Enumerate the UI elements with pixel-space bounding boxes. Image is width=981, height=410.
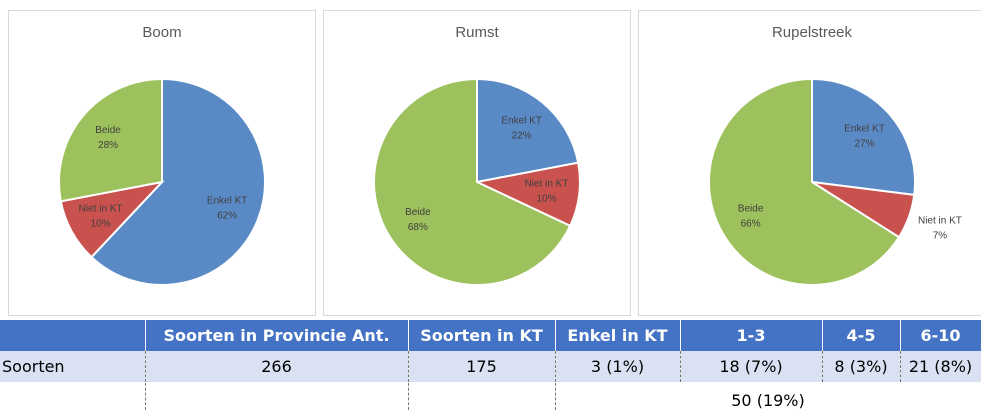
cell: 175 [408,351,556,383]
slice-value-label: 7% [933,231,948,242]
slice-label: Enkel KT [207,195,248,206]
slice-label: Enkel KT [501,116,542,127]
slice-label: Niet in KT [525,178,569,189]
header-cell: Soorten in KT [408,320,556,351]
cell [408,382,556,410]
chart-title: Rupelstreek [772,24,853,41]
pie-slice [90,77,266,286]
cell [0,382,146,410]
chart-title: Boom [142,24,181,41]
slice-value-label: 28% [98,140,118,151]
cell: 3 (1%) [555,351,681,383]
pie-slice [373,77,572,286]
slice-value-label: 27% [855,138,875,149]
slice-label: Beide [738,203,764,214]
slice-value-label: 10% [91,218,111,229]
slice-label: Niet in KT [918,216,962,227]
slice-label: Enkel KT [844,123,885,134]
cell: Soorten [0,351,146,383]
pie-slice [708,77,901,286]
cell: 266 [145,351,409,383]
slice-label: Niet in KT [79,203,123,214]
cell: 8 (3%) [822,351,901,383]
header-cell: Enkel in KT [555,320,681,351]
header-cell: Soorten in Provincie Ant. [145,320,409,351]
slice-value-label: 10% [536,193,556,204]
total-row: 50 (19%) [0,382,981,410]
data-row: Soorten 266 175 3 (1%) 18 (7%) 8 (3%) 21… [0,351,981,383]
pie-slice [476,77,580,184]
slice-value-label: 68% [408,222,428,233]
header-cell [0,320,146,351]
cell [145,382,409,410]
cell: 21 (8%) [900,351,981,383]
slice-value-label: 22% [512,131,532,142]
slice-label: Beide [405,207,431,218]
cell: 18 (7%) [680,351,823,383]
pie-slice [58,77,163,203]
slice-value-label: 66% [741,218,761,229]
header-cell: 6-10 [900,320,981,351]
slice-value-label: 62% [217,210,237,221]
total-cell: 50 (19%) [555,382,981,410]
header-cell: 4-5 [822,320,901,351]
charts: Boom Enkel KT 62% Niet in KT 10% Beide 28% Rums… [8,10,981,316]
pie-slice [811,77,916,197]
header-cell: 1-3 [680,320,823,351]
slice-label: Beide [95,125,121,136]
header-row: Soorten in Provincie Ant. Soorten in KT … [0,320,981,351]
data-table: Soorten in Provincie Ant. Soorten in KT … [0,320,981,410]
chart-title: Rumst [455,24,499,41]
